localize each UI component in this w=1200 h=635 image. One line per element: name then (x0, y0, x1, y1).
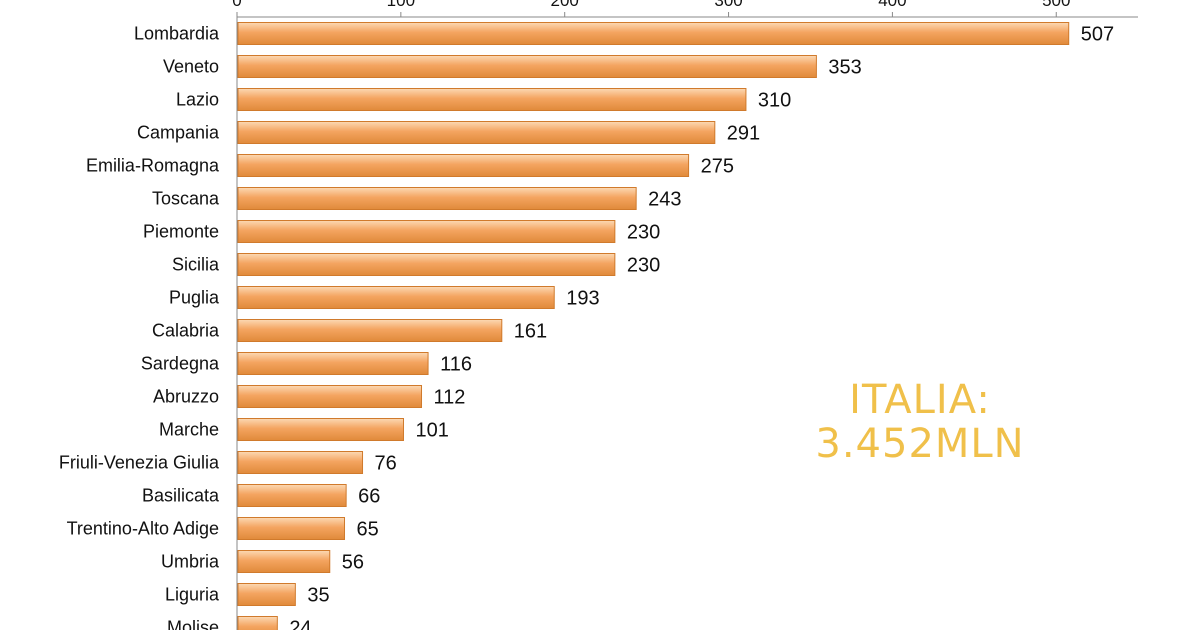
category-label: Piemonte (143, 222, 219, 242)
bar-basilicata (237, 484, 347, 507)
category-label: Campania (137, 123, 220, 143)
value-label: 101 (415, 420, 448, 442)
x-tick-label: 200 (551, 0, 579, 10)
category-label: Puglia (169, 288, 220, 308)
category-label: Toscana (152, 189, 220, 209)
x-tick-label: 400 (878, 0, 906, 10)
bar-emilia-romagna (237, 154, 690, 177)
annotation-line-2: 3.452MLN (815, 421, 1025, 467)
x-tick-label: 300 (714, 0, 742, 10)
value-label: 291 (727, 123, 760, 145)
bar-calabria (237, 319, 503, 342)
value-label: 116 (440, 354, 472, 376)
category-label: Marche (159, 420, 219, 440)
value-label: 353 (828, 57, 861, 79)
category-label: Molise (167, 618, 219, 631)
bar-campania (237, 121, 716, 144)
bar-marche (237, 418, 404, 441)
value-label: 243 (648, 189, 681, 211)
value-label: 230 (627, 222, 660, 244)
value-label: 230 (627, 255, 660, 277)
bar-friuli-venezia-giulia (237, 451, 364, 474)
value-label: 66 (358, 486, 380, 508)
category-label: Friuli-Venezia Giulia (59, 453, 220, 473)
bar-umbria (237, 550, 331, 573)
value-label: 161 (514, 321, 547, 343)
bar-molise (237, 616, 278, 635)
category-label: Sardegna (141, 354, 220, 374)
category-label: Liguria (165, 585, 220, 605)
category-label: Trentino-Alto Adige (67, 519, 219, 539)
bar-lazio (237, 88, 747, 111)
x-tick-label: 500 (1042, 0, 1070, 10)
annotation-line-1: ITALIA: (849, 377, 991, 423)
bar-trentino-alto-adige (237, 517, 346, 540)
value-label: 275 (701, 156, 734, 178)
value-label: 35 (307, 585, 329, 607)
value-label: 76 (375, 453, 397, 475)
bar-puglia (237, 286, 555, 309)
bar-piemonte (237, 220, 616, 243)
bar-liguria (237, 583, 296, 606)
bar-sardegna (237, 352, 429, 375)
category-label: Emilia-Romagna (86, 156, 220, 176)
value-label: 56 (342, 552, 364, 574)
x-tick-label: 0 (232, 0, 241, 10)
value-label: 112 (434, 387, 466, 409)
category-label: Umbria (161, 552, 220, 572)
category-label: Abruzzo (153, 387, 219, 407)
x-tick-label: 100 (387, 0, 415, 10)
total-annotation: ITALIA: 3.452MLN (770, 378, 1070, 466)
bar-abruzzo (237, 385, 423, 408)
category-label: Sicilia (172, 255, 220, 275)
category-label: Veneto (163, 57, 219, 77)
value-label: 65 (357, 519, 379, 541)
value-label: 24 (289, 618, 311, 631)
value-label: 507 (1081, 24, 1114, 46)
category-label: Lazio (176, 90, 219, 110)
bar-veneto (237, 55, 817, 78)
value-label: 193 (566, 288, 599, 310)
category-label: Calabria (152, 321, 220, 341)
category-label: Lombardia (134, 24, 220, 44)
bar-toscana (237, 187, 637, 210)
bar-lombardia (237, 22, 1070, 45)
value-label: 310 (758, 90, 791, 112)
bar-sicilia (237, 253, 616, 276)
category-label: Basilicata (142, 486, 220, 506)
